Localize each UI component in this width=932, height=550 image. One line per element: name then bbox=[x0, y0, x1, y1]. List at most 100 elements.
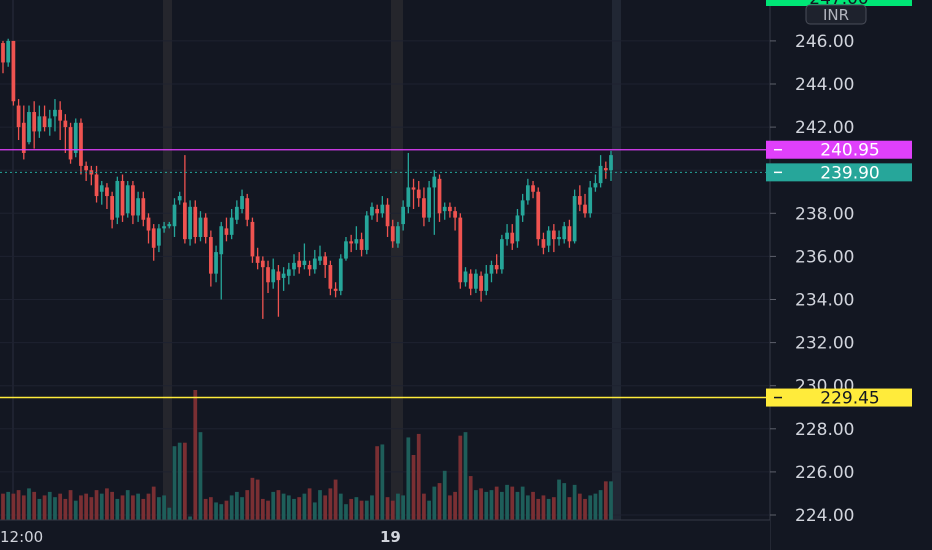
volume-bar bbox=[302, 493, 307, 520]
volume-bar bbox=[105, 488, 109, 520]
candle-body bbox=[562, 226, 567, 240]
candle-body bbox=[349, 241, 354, 244]
resistance-price-tag[interactable]: 240.95 bbox=[766, 140, 912, 161]
candle-body bbox=[484, 273, 489, 291]
volume-bar bbox=[515, 491, 520, 520]
volume-bar bbox=[577, 493, 582, 520]
candle-body bbox=[593, 183, 598, 188]
candle-body bbox=[463, 271, 468, 283]
volume-bar bbox=[115, 498, 120, 520]
volume-bar bbox=[458, 435, 463, 520]
volume-bar bbox=[364, 500, 369, 520]
candle-body bbox=[198, 217, 203, 238]
volume-bar bbox=[536, 498, 541, 520]
volume-bar bbox=[110, 491, 114, 520]
volume-bar bbox=[583, 498, 587, 520]
volume-bar bbox=[162, 495, 166, 520]
candle-body bbox=[312, 258, 317, 270]
volume-bar bbox=[359, 500, 364, 520]
volume-bar bbox=[593, 493, 598, 520]
candle-body bbox=[406, 187, 411, 207]
candle-body bbox=[474, 273, 478, 289]
time-axis[interactable]: 12:00 19 bbox=[0, 528, 401, 546]
volume-bar bbox=[292, 498, 296, 520]
candle-body bbox=[390, 226, 395, 242]
volume-bar bbox=[416, 433, 421, 520]
candle-body bbox=[307, 265, 312, 270]
time-grid bbox=[12, 0, 621, 520]
volume-bar bbox=[131, 495, 135, 520]
y-tick-label: 236.00 bbox=[795, 247, 854, 267]
volume-bar bbox=[27, 488, 31, 520]
volume-bar bbox=[11, 493, 16, 520]
volume-bar bbox=[266, 500, 270, 520]
current-price-tag[interactable]: 239.90 bbox=[766, 163, 912, 183]
volume-bar bbox=[234, 491, 239, 520]
volume-bar bbox=[250, 477, 255, 520]
y-tick-label: 244.00 bbox=[795, 75, 854, 95]
currency-label: INR bbox=[823, 6, 849, 24]
candle-body bbox=[177, 196, 182, 201]
candle-body bbox=[271, 269, 276, 283]
volume-bar bbox=[541, 495, 546, 520]
support-price-label: 229.45 bbox=[820, 389, 879, 409]
candle-body bbox=[151, 228, 156, 248]
volume-bar bbox=[380, 444, 385, 520]
candle-body bbox=[250, 221, 255, 257]
currency-badge[interactable]: INR bbox=[805, 4, 867, 25]
volume-bar bbox=[567, 497, 572, 520]
volume-bar bbox=[375, 446, 380, 520]
volume-bar bbox=[157, 497, 161, 520]
volume-bar bbox=[208, 497, 213, 520]
candle-body bbox=[401, 206, 406, 225]
volume-bar bbox=[37, 498, 42, 520]
candle-body bbox=[385, 204, 390, 227]
volume-bar bbox=[240, 497, 244, 520]
volume-bar bbox=[16, 490, 21, 520]
candle-body bbox=[541, 239, 546, 248]
candle-body bbox=[214, 252, 218, 274]
volume-bar bbox=[32, 491, 37, 520]
candle-body bbox=[157, 228, 161, 246]
candle-body bbox=[609, 155, 613, 171]
y-tick-label: 238.00 bbox=[795, 204, 854, 224]
candle-body bbox=[42, 116, 47, 128]
candle-body bbox=[162, 226, 166, 229]
volume-bar bbox=[214, 502, 218, 520]
candle-body bbox=[442, 206, 447, 212]
candle-body bbox=[536, 191, 541, 240]
volume-bar bbox=[588, 495, 593, 520]
volume-bar bbox=[94, 490, 99, 520]
candle-body bbox=[58, 109, 63, 121]
candle-body bbox=[255, 256, 260, 263]
candle-body bbox=[68, 127, 73, 160]
support-price-tag[interactable]: 229.45 bbox=[766, 388, 912, 409]
volume-bar bbox=[562, 483, 567, 520]
candle-body bbox=[105, 187, 109, 197]
volume-bar bbox=[224, 500, 229, 520]
volume-bar bbox=[609, 481, 613, 520]
candle-body bbox=[500, 239, 504, 270]
candle-body bbox=[146, 217, 151, 231]
y-tick-label: 232.00 bbox=[795, 334, 854, 354]
candle-body bbox=[572, 196, 577, 242]
x-tick-label: 12:00 bbox=[0, 528, 43, 546]
candle-body bbox=[84, 165, 89, 171]
candle-body bbox=[63, 120, 68, 128]
volume-bar bbox=[406, 437, 411, 520]
volume-bar bbox=[510, 486, 515, 520]
volume-bar bbox=[557, 479, 561, 520]
candle-body bbox=[603, 168, 608, 171]
candle-body bbox=[47, 118, 52, 128]
candle-body bbox=[21, 122, 26, 153]
candle-body bbox=[432, 176, 437, 188]
volume-bar bbox=[427, 500, 431, 520]
volume-bar bbox=[401, 495, 406, 520]
candle-body bbox=[333, 288, 338, 291]
volume-bar bbox=[489, 490, 494, 520]
volume-bar bbox=[73, 500, 78, 520]
volume-bar bbox=[531, 491, 535, 520]
candle-body bbox=[32, 112, 37, 132]
candle-body bbox=[125, 185, 130, 214]
